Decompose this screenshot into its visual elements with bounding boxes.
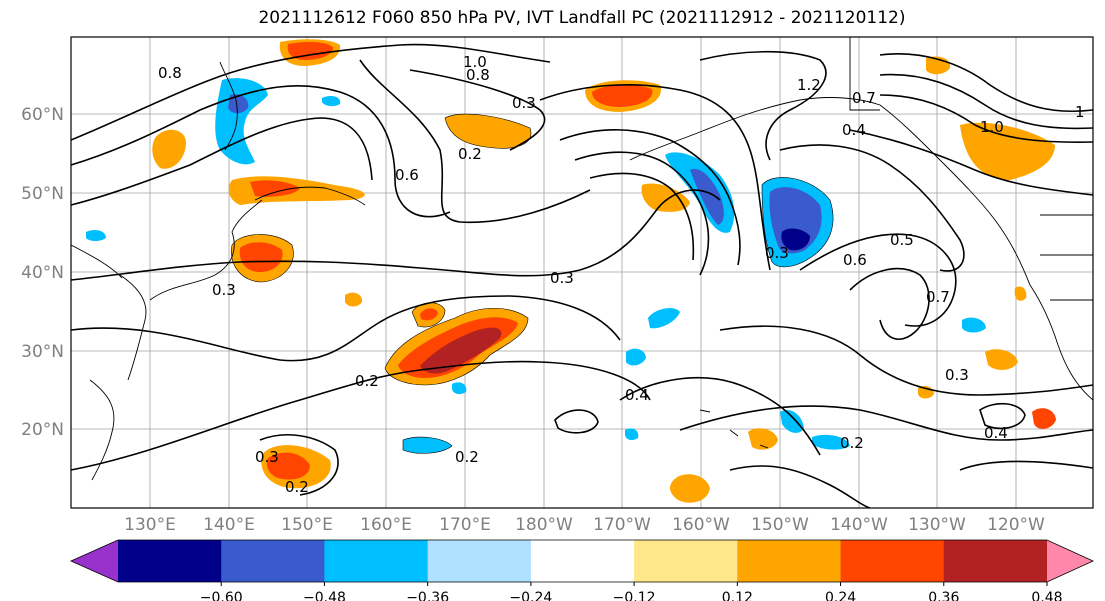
- contour-label: 0.3: [765, 244, 789, 262]
- colorbar-tick-label: 0.36: [928, 590, 959, 601]
- contour-label: 0.8: [466, 66, 490, 84]
- map-frame: [70, 36, 1094, 509]
- colorbar-segment: [530, 540, 635, 582]
- contour-label: 0.7: [852, 89, 876, 107]
- contour-label: 0.4: [842, 121, 866, 139]
- contour-label: 0.4: [625, 386, 649, 404]
- map-title: 2021112612 F060 850 hPa PV, IVT Landfall…: [258, 8, 906, 28]
- contour-label: 0.2: [455, 448, 479, 466]
- colorbar-extend-low: [71, 540, 118, 582]
- colorbar-tick-label: −0.48: [303, 590, 346, 601]
- contour-label: 0.2: [458, 145, 482, 163]
- lon-label: 140°W: [830, 515, 888, 535]
- colorbar-tick-label: 0.48: [1031, 590, 1062, 601]
- contour-label: 0.3: [945, 366, 969, 384]
- longitude-labels: 130°E 140°E 150°E 160°E 170°E 180°W 170°…: [124, 515, 1045, 535]
- colorbar-tick-label: −0.24: [509, 590, 552, 601]
- contour-label: 1: [1075, 103, 1085, 121]
- colorbar-tick-label: 0.24: [825, 590, 856, 601]
- colorbar-segment: [840, 540, 945, 582]
- lon-label: 130°E: [124, 515, 176, 535]
- colorbar-tick-label: −0.36: [406, 590, 449, 601]
- contour-label: 0.3: [550, 269, 574, 287]
- lon-label: 160°E: [360, 515, 412, 535]
- lon-label: 150°W: [751, 515, 809, 535]
- contour-label: 0.6: [843, 251, 867, 269]
- contour-label: 0.2: [355, 372, 379, 390]
- colorbar-segment: [943, 540, 1048, 582]
- contour-label: 1.0: [463, 53, 487, 71]
- lon-label: 160°W: [672, 515, 730, 535]
- colorbar-segment: [634, 540, 738, 582]
- lon-label: 120°W: [987, 515, 1045, 535]
- latitude-labels: 60°N 50°N 40°N 30°N 20°N: [21, 105, 64, 440]
- lon-label: 130°W: [908, 515, 966, 535]
- contour-label: 0.3: [212, 281, 236, 299]
- colorbar-segment: [118, 540, 222, 582]
- contour-label: 0.7: [926, 288, 950, 306]
- contour-label: 0.6: [395, 166, 419, 184]
- lat-label: 40°N: [21, 263, 64, 283]
- lon-label: 170°E: [439, 515, 491, 535]
- contour-labels: 1.0 0.8 0.3 0.2 0.6 0.8 1.2 0.7 0.4 0.3 …: [158, 53, 1085, 496]
- coastlines: [70, 37, 1094, 481]
- contour-label: 0.8: [158, 64, 182, 82]
- lon-label: 140°E: [203, 515, 255, 535]
- colorbar-tick-label: −0.12: [613, 590, 656, 601]
- colorbar-tick-label: −0.60: [200, 590, 243, 601]
- colorbar: −0.60 −0.48 −0.36 −0.24 −0.12 0.12 0.24 0.36 0.4…: [70, 539, 1094, 601]
- colorbar-segment: [427, 540, 532, 582]
- contour-label: 1.0: [980, 118, 1004, 136]
- colorbar-tick-label: 0.12: [722, 590, 753, 601]
- contour-label: 0.3: [255, 448, 279, 466]
- lon-label: 150°E: [281, 515, 333, 535]
- lat-label: 30°N: [21, 342, 64, 362]
- contours: [70, 43, 1094, 509]
- contour-label: 0.5: [890, 231, 914, 249]
- lat-label: 50°N: [21, 184, 64, 204]
- lon-label: 170°W: [593, 515, 651, 535]
- contour-label: 0.3: [512, 94, 536, 112]
- contour-label: 0.2: [840, 434, 864, 452]
- lat-label: 20°N: [21, 420, 64, 440]
- lat-label: 60°N: [21, 105, 64, 125]
- colorbar-extend-high: [1047, 540, 1093, 582]
- colorbar-segment: [324, 540, 429, 582]
- contour-label: 0.4: [984, 424, 1008, 442]
- contour-label: 1.2: [797, 76, 821, 94]
- contour-label: 0.2: [285, 478, 309, 496]
- lon-label: 180°W: [515, 515, 573, 535]
- colorbar-segment: [221, 540, 325, 582]
- colorbar-outline: [70, 539, 1094, 583]
- colorbar-segment: [737, 540, 842, 582]
